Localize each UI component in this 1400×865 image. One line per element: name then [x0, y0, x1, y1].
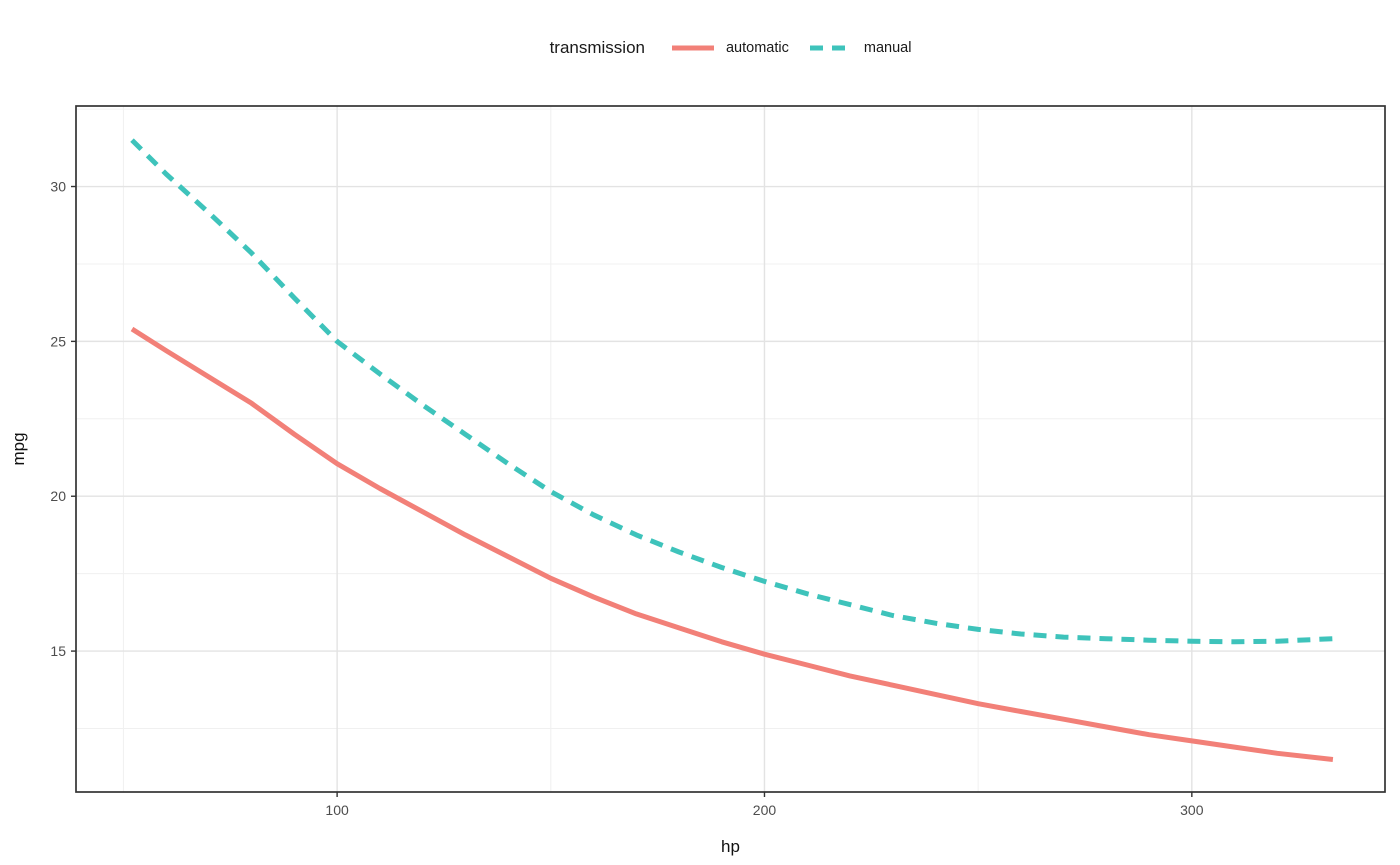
- panel-background: [76, 106, 1385, 792]
- panel-border: [75, 105, 1386, 793]
- y-tick-label: 20: [50, 488, 66, 504]
- x-tick-label: 300: [1180, 802, 1204, 818]
- x-axis-title: hp: [721, 837, 740, 856]
- line-manual: [130, 138, 1334, 645]
- y-tick-label: 30: [50, 179, 66, 195]
- line-automatic: [130, 326, 1334, 762]
- x-tick-label: 100: [325, 802, 349, 818]
- y-axis-title: mpg: [9, 432, 28, 465]
- y-tick-label: 15: [50, 643, 66, 659]
- x-tick-label: 200: [753, 802, 777, 818]
- y-tick-label: 25: [50, 333, 66, 349]
